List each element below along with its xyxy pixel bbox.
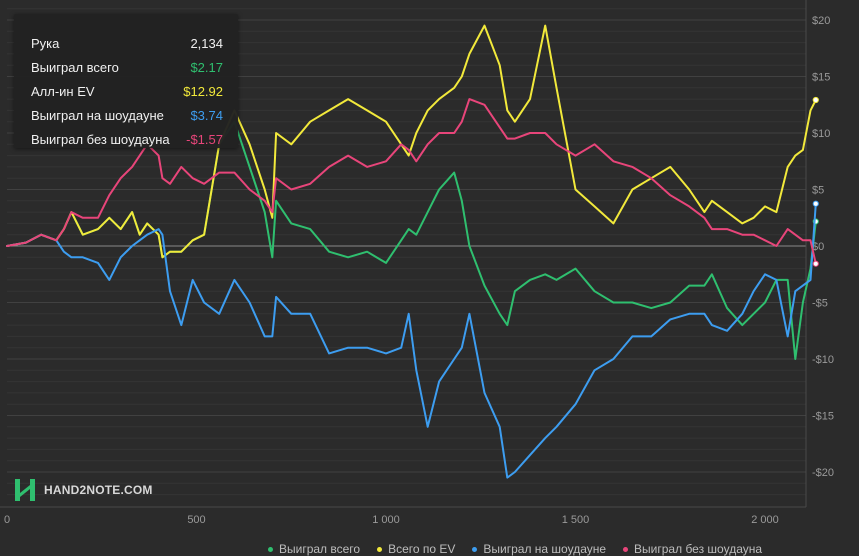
series-line — [6, 24, 817, 259]
x-tick-label: 500 — [187, 514, 205, 526]
series-end-point — [812, 200, 819, 207]
tooltip-label: Алл-ин EV — [31, 84, 95, 99]
y-tick-label: $5 — [812, 185, 824, 197]
hand2note-logo-icon — [15, 479, 35, 501]
tooltip-label: Выиграл без шоудауна — [31, 132, 170, 147]
legend-item-showdown[interactable]: Выиграл на шоудауне — [472, 542, 606, 556]
tooltip-label: Выиграл всего — [31, 60, 119, 75]
legend-label: Выиграл без шоудауна — [634, 542, 763, 556]
hover-tooltip: Рука 2,134 Выиграл всего $2.17 Алл-ин EV… — [14, 14, 238, 148]
y-tick-label: $20 — [812, 15, 830, 27]
tooltip-value: $2.17 — [190, 60, 223, 75]
tooltip-label: Рука — [31, 36, 60, 51]
tooltip-value: $12.92 — [183, 84, 223, 99]
legend-dot — [377, 546, 383, 552]
y-tick-label: -$20 — [812, 467, 834, 479]
y-tick-label: -$5 — [812, 298, 828, 310]
series-line — [6, 120, 817, 360]
legend-dot — [623, 546, 629, 552]
x-tick-label: 2 000 — [751, 514, 779, 526]
series-end-point — [812, 260, 819, 267]
tooltip-row-allin-ev: Алл-ин EV $12.92 — [31, 84, 223, 100]
chart-legend: Выиграл всего Всего по EV Выиграл на шоу… — [268, 542, 779, 556]
y-tick-label: $0 — [812, 241, 824, 253]
series-line — [6, 202, 817, 479]
legend-dot — [268, 546, 273, 552]
tooltip-value: $3.74 — [190, 108, 223, 123]
tooltip-value: 2,134 — [190, 36, 223, 51]
tooltip-row-won: Выиграл всего $2.17 — [31, 60, 223, 76]
tooltip-row-hand: Рука 2,134 — [31, 36, 223, 52]
series-end-point — [812, 96, 819, 104]
y-tick-label: $10 — [812, 128, 830, 140]
x-tick-label: 0 — [4, 514, 10, 526]
tooltip-value: -$1.57 — [186, 132, 223, 147]
legend-label: Всего по EV — [388, 542, 456, 556]
y-tick-label: -$10 — [812, 354, 834, 366]
tooltip-row-non-showdown: Выиграл без шоудауна -$1.57 — [31, 132, 223, 148]
watermark: HAND2NOTE.COM — [14, 478, 153, 502]
series-line — [6, 98, 817, 265]
legend-item-ev[interactable]: Всего по EV — [377, 542, 455, 556]
legend-item-won[interactable]: Выиграл всего — [268, 542, 360, 556]
legend-label: Выиграл на шоудауне — [483, 542, 607, 556]
x-tick-label: 1 000 — [372, 514, 400, 526]
legend-label: Выиграл всего — [279, 542, 361, 556]
tooltip-row-showdown: Выиграл на шоудауне $3.74 — [31, 108, 223, 124]
y-tick-label: -$15 — [812, 411, 834, 423]
legend-dot — [472, 546, 478, 552]
x-tick-label: 1 500 — [562, 514, 590, 526]
watermark-text: HAND2NOTE.COM — [44, 483, 153, 497]
y-tick-label: $15 — [812, 72, 830, 84]
tooltip-label: Выиграл на шоудауне — [31, 108, 164, 123]
legend-item-non-showdown[interactable]: Выиграл без шоудауна — [623, 542, 762, 556]
